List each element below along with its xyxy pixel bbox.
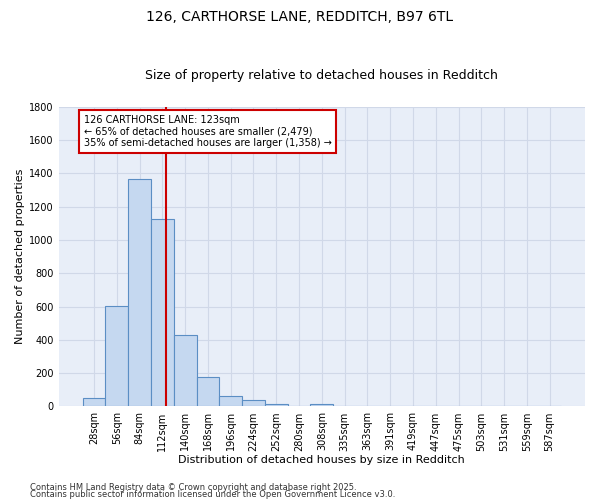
Text: Contains HM Land Registry data © Crown copyright and database right 2025.: Contains HM Land Registry data © Crown c… — [30, 484, 356, 492]
Bar — [310, 404, 333, 406]
X-axis label: Distribution of detached houses by size in Redditch: Distribution of detached houses by size … — [178, 455, 465, 465]
Bar — [242, 400, 265, 406]
Bar — [151, 219, 174, 406]
Text: Contains public sector information licensed under the Open Government Licence v3: Contains public sector information licen… — [30, 490, 395, 499]
Text: 126, CARTHORSE LANE, REDDITCH, B97 6TL: 126, CARTHORSE LANE, REDDITCH, B97 6TL — [146, 10, 454, 24]
Text: 126 CARTHORSE LANE: 123sqm
← 65% of detached houses are smaller (2,479)
35% of s: 126 CARTHORSE LANE: 123sqm ← 65% of deta… — [84, 115, 332, 148]
Title: Size of property relative to detached houses in Redditch: Size of property relative to detached ho… — [145, 69, 498, 82]
Bar — [128, 179, 151, 406]
Bar — [174, 335, 197, 406]
Y-axis label: Number of detached properties: Number of detached properties — [15, 169, 25, 344]
Bar — [197, 378, 219, 406]
Bar — [106, 306, 128, 406]
Bar — [83, 398, 106, 406]
Bar — [219, 396, 242, 406]
Bar — [265, 404, 287, 406]
